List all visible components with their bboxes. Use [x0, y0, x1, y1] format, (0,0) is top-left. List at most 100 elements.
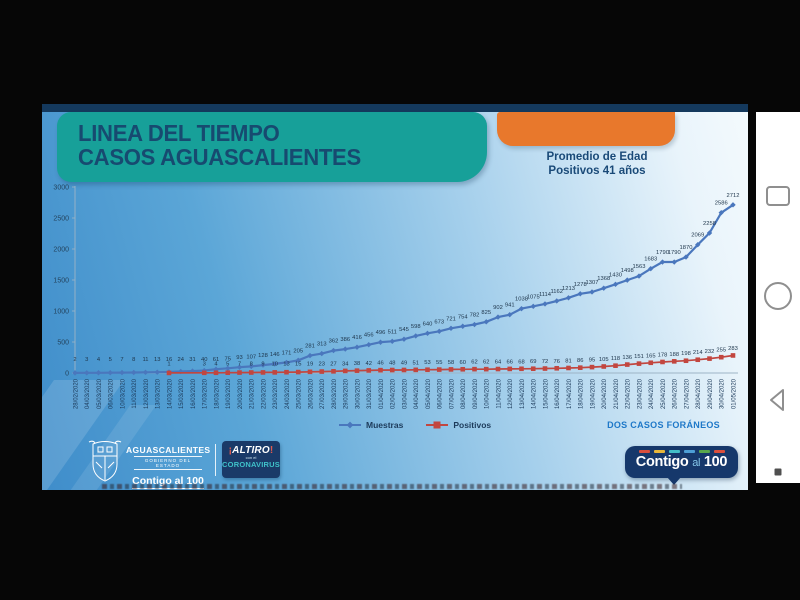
svg-text:5: 5	[226, 362, 229, 368]
back-button[interactable]	[756, 380, 800, 420]
svg-text:2000: 2000	[53, 246, 69, 253]
svg-text:21/03/2020: 21/03/2020	[250, 378, 256, 409]
timeline-line-chart: 0 500 1000 1500 2000 2500 3000 28/02/2020 04/03/…	[53, 184, 739, 409]
footer-divider	[215, 444, 216, 476]
orange-decoration	[497, 112, 675, 146]
svg-text:26/03/2020: 26/03/2020	[308, 378, 314, 409]
campaign-mid: con el	[245, 455, 257, 460]
positivos-line-icon	[426, 421, 449, 429]
svg-text:26/04/2020: 26/04/2020	[673, 378, 679, 409]
svg-text:941: 941	[505, 303, 515, 309]
svg-text:1000: 1000	[53, 308, 69, 315]
svg-text:2500: 2500	[53, 215, 69, 222]
svg-text:31: 31	[189, 357, 195, 363]
svg-text:03/04/2020: 03/04/2020	[402, 378, 408, 409]
gov-subtitle: GOBIERNO DEL ESTADO	[134, 456, 202, 470]
svg-text:17/03/2020: 17/03/2020	[203, 378, 209, 409]
svg-text:456: 456	[364, 333, 374, 339]
svg-text:05/04/2020: 05/04/2020	[426, 378, 432, 409]
svg-text:721: 721	[446, 316, 456, 322]
svg-text:313: 313	[317, 342, 327, 348]
svg-text:10: 10	[272, 362, 278, 368]
svg-text:24: 24	[178, 357, 185, 363]
contigo-al-100-badge: Contigo al 100	[625, 446, 738, 485]
svg-text:16/04/2020: 16/04/2020	[555, 378, 561, 409]
svg-text:15: 15	[295, 362, 301, 368]
svg-text:93: 93	[236, 355, 242, 361]
svg-text:500: 500	[57, 339, 69, 346]
color-dashes	[625, 450, 738, 453]
svg-text:04/04/2020: 04/04/2020	[414, 378, 420, 409]
svg-text:754: 754	[458, 314, 468, 320]
svg-text:3: 3	[85, 357, 88, 363]
svg-text:198: 198	[681, 351, 691, 357]
svg-text:1038: 1038	[515, 297, 528, 303]
svg-text:7: 7	[238, 362, 241, 368]
svg-text:496: 496	[376, 330, 386, 336]
svg-text:8: 8	[250, 362, 253, 368]
svg-text:14/03/2020: 14/03/2020	[167, 378, 173, 409]
svg-text:46: 46	[377, 361, 383, 367]
home-button[interactable]	[756, 276, 800, 316]
svg-text:55: 55	[436, 360, 442, 366]
svg-text:06/04/2020: 06/04/2020	[438, 378, 444, 409]
svg-text:1075: 1075	[527, 294, 540, 300]
svg-text:24/04/2020: 24/04/2020	[649, 378, 655, 409]
svg-text:15/04/2020: 15/04/2020	[543, 378, 549, 409]
svg-text:75: 75	[225, 356, 231, 362]
svg-text:01/04/2020: 01/04/2020	[379, 378, 385, 409]
svg-text:30/04/2020: 30/04/2020	[720, 378, 726, 409]
svg-text:21/04/2020: 21/04/2020	[614, 378, 620, 409]
svg-text:1162: 1162	[551, 289, 563, 295]
svg-text:1563: 1563	[633, 264, 646, 270]
svg-text:95: 95	[589, 358, 595, 364]
svg-text:28/04/2020: 28/04/2020	[696, 378, 702, 409]
legend-label-positivos: Positivos	[453, 420, 492, 430]
svg-text:27/04/2020: 27/04/2020	[684, 378, 690, 409]
svg-text:171: 171	[282, 350, 292, 356]
svg-text:107: 107	[246, 354, 256, 360]
menu-dot-button[interactable]	[756, 452, 800, 492]
svg-text:23/04/2020: 23/04/2020	[637, 378, 643, 409]
svg-text:11: 11	[142, 357, 148, 363]
svg-text:29/03/2020: 29/03/2020	[344, 378, 350, 409]
svg-text:362: 362	[329, 339, 339, 345]
svg-text:782: 782	[470, 313, 480, 319]
svg-text:20/03/2020: 20/03/2020	[238, 378, 244, 409]
clipped-footnote-text	[102, 484, 682, 489]
svg-text:12/04/2020: 12/04/2020	[508, 378, 514, 409]
svg-text:1870: 1870	[680, 245, 693, 251]
recents-button[interactable]	[756, 176, 800, 216]
legend-label-muestras: Muestras	[366, 420, 404, 430]
svg-text:165: 165	[646, 353, 656, 359]
svg-text:18/03/2020: 18/03/2020	[214, 378, 220, 409]
svg-text:11/03/2020: 11/03/2020	[132, 378, 138, 408]
svg-text:1500: 1500	[53, 277, 69, 284]
svg-text:416: 416	[352, 335, 362, 341]
svg-text:4: 4	[97, 357, 101, 363]
svg-text:81: 81	[565, 358, 571, 364]
svg-text:545: 545	[399, 327, 409, 333]
svg-text:1368: 1368	[597, 276, 610, 282]
svg-text:19/03/2020: 19/03/2020	[226, 378, 232, 409]
svg-text:38: 38	[354, 361, 360, 367]
svg-text:1307: 1307	[586, 280, 599, 286]
svg-text:3000: 3000	[53, 184, 69, 191]
svg-text:640: 640	[423, 321, 433, 327]
svg-text:1278: 1278	[574, 282, 587, 288]
svg-text:69: 69	[530, 359, 536, 365]
svg-text:62: 62	[483, 360, 489, 366]
svg-text:17/04/2020: 17/04/2020	[567, 378, 573, 409]
svg-text:598: 598	[411, 324, 421, 330]
svg-text:283: 283	[728, 346, 738, 352]
svg-text:62: 62	[471, 360, 477, 366]
svg-text:1213: 1213	[562, 286, 575, 292]
svg-text:20/04/2020: 20/04/2020	[602, 378, 608, 409]
svg-text:281: 281	[305, 344, 315, 350]
flag-decoration: ¡	[228, 445, 233, 456]
svg-text:5: 5	[109, 357, 112, 363]
legend-item-positivos: Positivos	[425, 420, 491, 430]
svg-text:9: 9	[261, 362, 264, 368]
svg-text:07/04/2020: 07/04/2020	[449, 378, 455, 409]
presentation-slide: LINEA DEL TIEMPO CASOS AGUASCALIENTES Pr…	[42, 104, 748, 490]
